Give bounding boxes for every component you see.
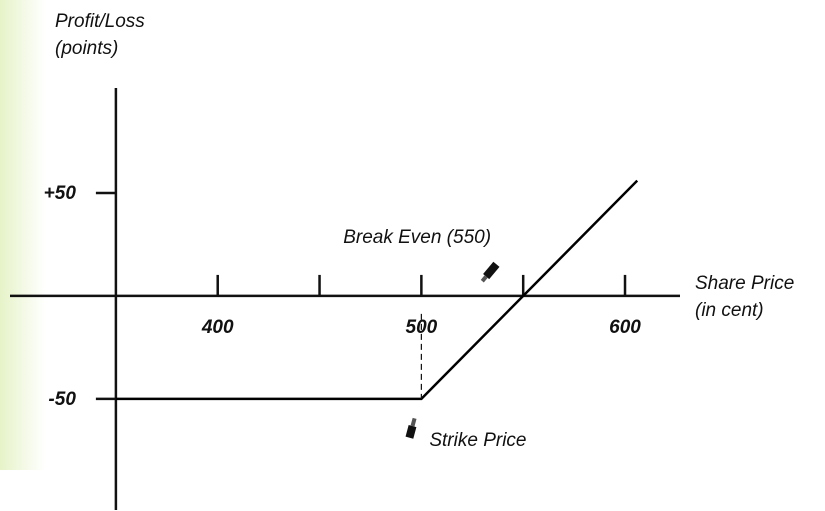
- x-axis-label: (in cent): [695, 300, 764, 321]
- y-axis-label: Profit/Loss: [55, 11, 145, 32]
- background-stripe: [0, 0, 45, 470]
- pen-icon: [405, 417, 417, 439]
- x-tick-label: 400: [201, 317, 234, 338]
- pen-icon: [480, 261, 500, 283]
- annotation: Break Even (550): [343, 227, 491, 248]
- y-tick-label: +50: [44, 183, 77, 204]
- x-tick-label: 600: [609, 317, 641, 338]
- payoff-line: [115, 179, 639, 401]
- annotation: Strike Price: [429, 430, 526, 451]
- x-axis-label: Share Price: [695, 273, 794, 294]
- y-axis-label: (points): [55, 38, 118, 59]
- y-tick-label: -50: [48, 389, 76, 410]
